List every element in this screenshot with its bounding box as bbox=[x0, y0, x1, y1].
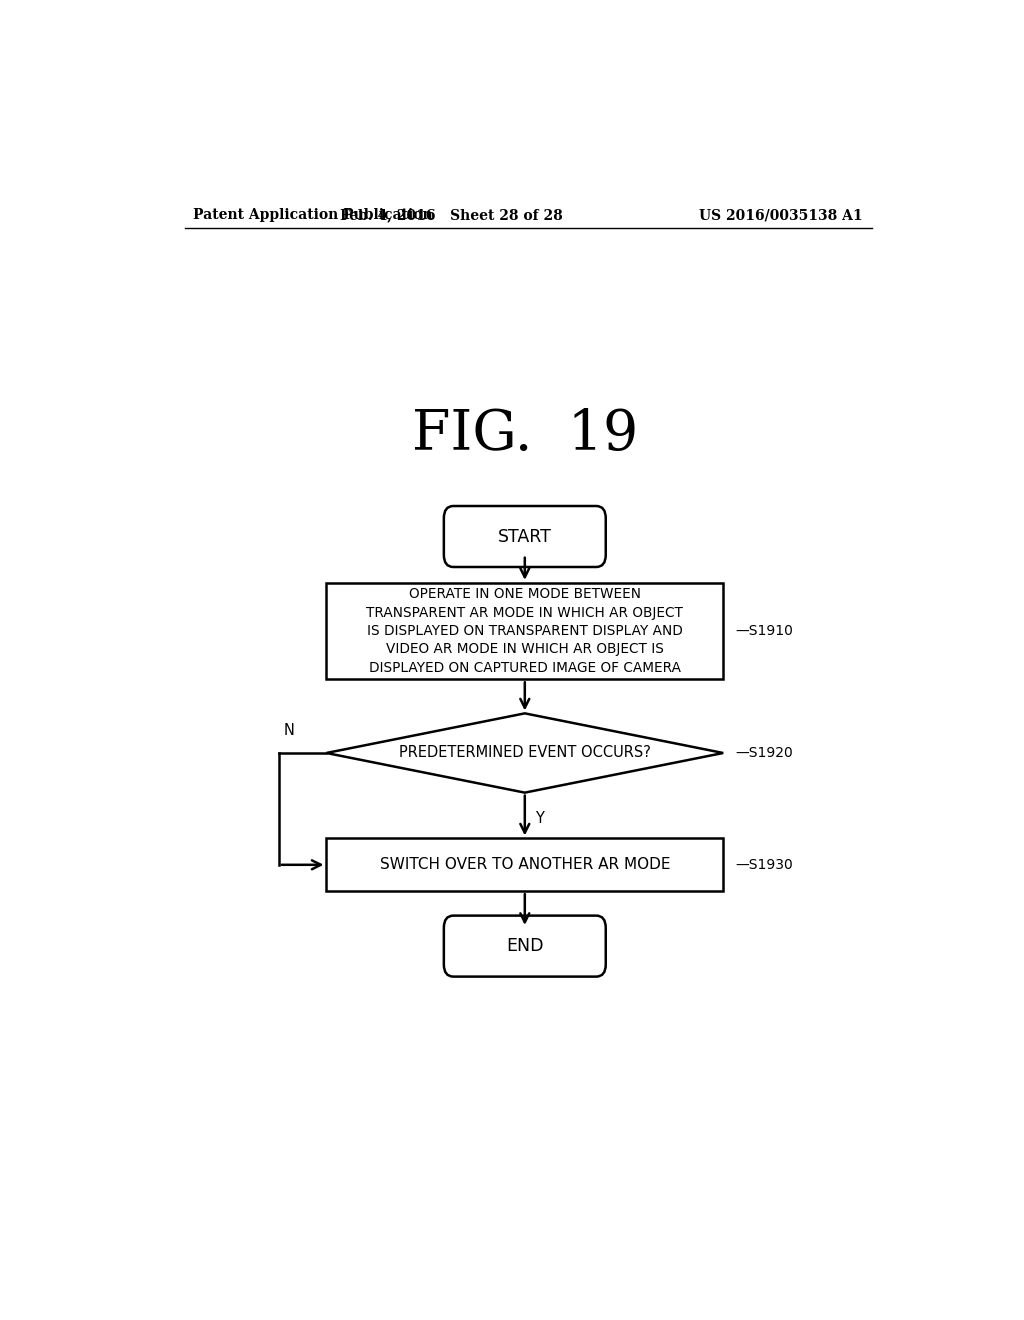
Text: OPERATE IN ONE MODE BETWEEN
TRANSPARENT AR MODE IN WHICH AR OBJECT
IS DISPLAYED : OPERATE IN ONE MODE BETWEEN TRANSPARENT … bbox=[367, 587, 683, 675]
Text: US 2016/0035138 A1: US 2016/0035138 A1 bbox=[699, 209, 863, 222]
FancyBboxPatch shape bbox=[443, 916, 606, 977]
Text: FIG.  19: FIG. 19 bbox=[412, 408, 638, 462]
Text: PREDETERMINED EVENT OCCURS?: PREDETERMINED EVENT OCCURS? bbox=[399, 746, 650, 760]
Text: SWITCH OVER TO ANOTHER AR MODE: SWITCH OVER TO ANOTHER AR MODE bbox=[380, 857, 670, 873]
Text: Feb. 4, 2016   Sheet 28 of 28: Feb. 4, 2016 Sheet 28 of 28 bbox=[340, 209, 563, 222]
Text: —S1910: —S1910 bbox=[735, 624, 793, 638]
Text: START: START bbox=[498, 528, 552, 545]
Bar bbox=[327, 838, 723, 891]
Text: —S1930: —S1930 bbox=[735, 858, 793, 871]
Text: N: N bbox=[284, 723, 295, 738]
Polygon shape bbox=[327, 713, 723, 792]
Text: —S1920: —S1920 bbox=[735, 746, 793, 760]
Text: Patent Application Publication: Patent Application Publication bbox=[194, 209, 433, 222]
FancyBboxPatch shape bbox=[443, 506, 606, 568]
Text: Y: Y bbox=[536, 810, 544, 825]
Text: END: END bbox=[506, 937, 544, 956]
Bar bbox=[327, 582, 723, 680]
